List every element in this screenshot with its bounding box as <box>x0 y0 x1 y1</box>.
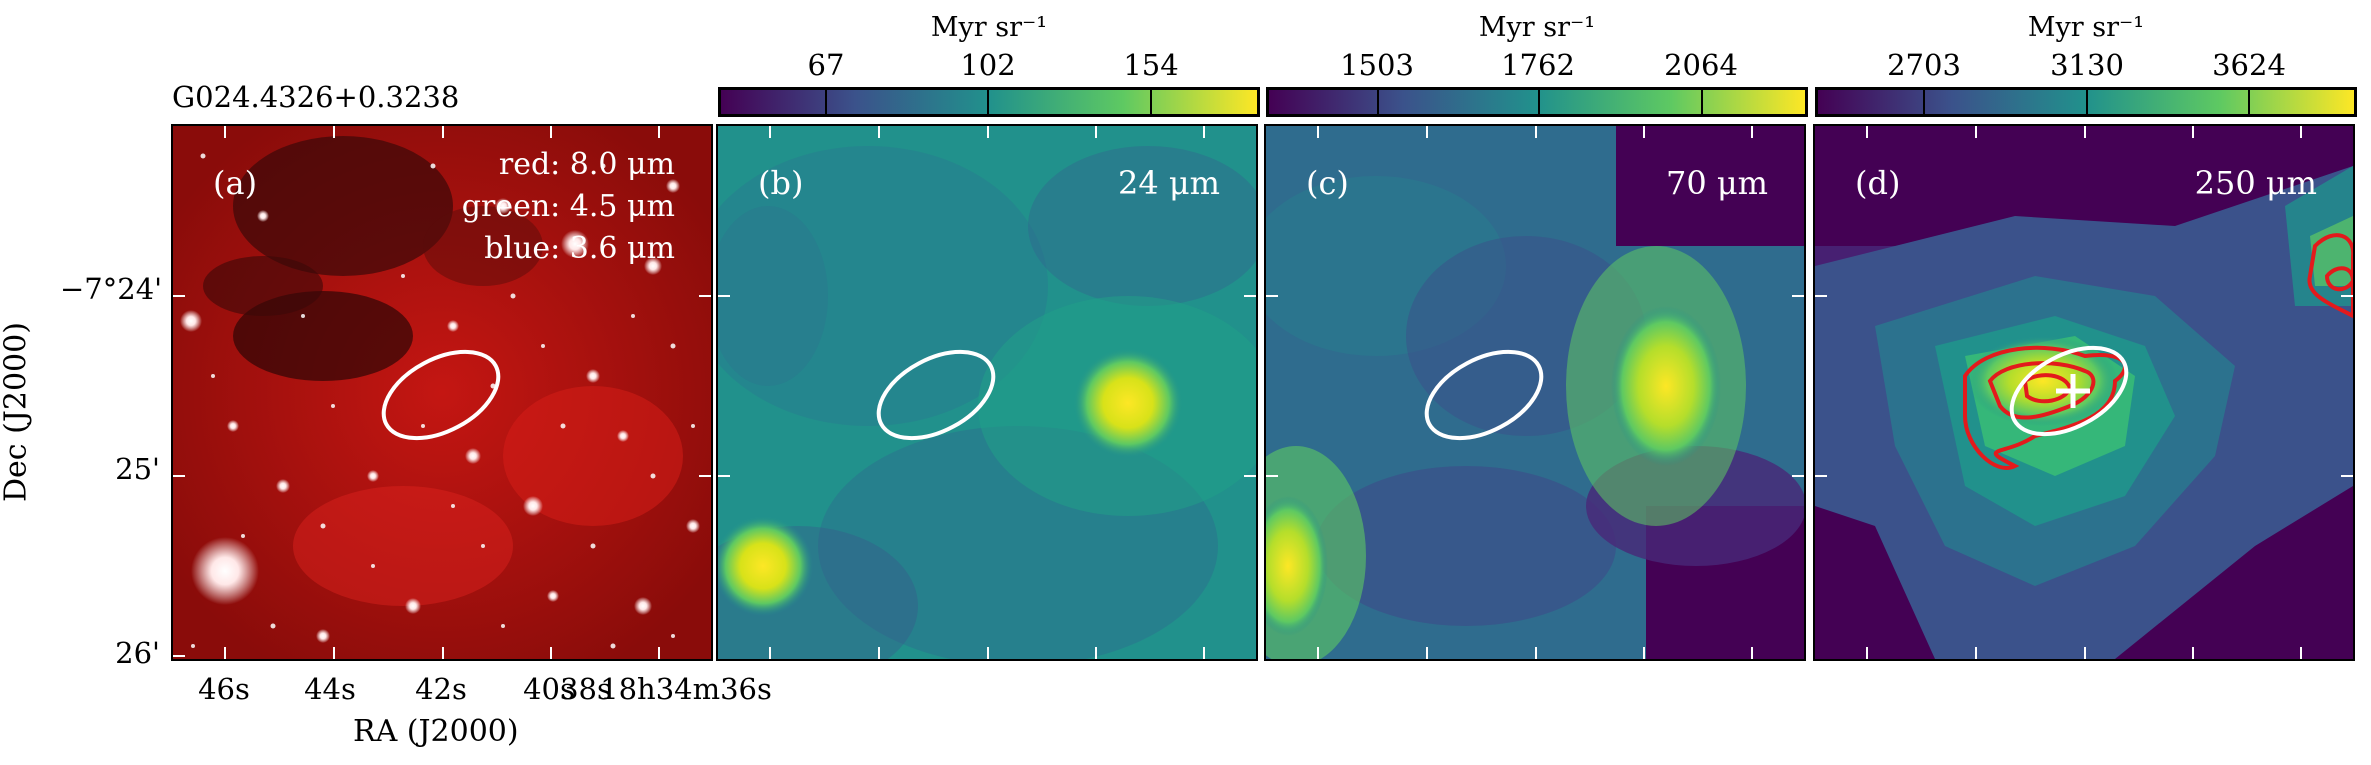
colorbar-tick: 102 <box>960 48 1016 82</box>
x-tick-label: 18h34m36s <box>600 672 772 706</box>
colorbar-gradient <box>718 87 1260 117</box>
x-tick-label: 42s <box>415 672 467 706</box>
colorbar-tick: 154 <box>1123 48 1179 82</box>
beam-ellipse <box>2009 345 2129 437</box>
beam-ellipse <box>1424 349 1544 441</box>
x-axis-title: RA (J2000) <box>353 714 519 749</box>
colorbar-gradient <box>1815 87 2357 117</box>
rgb-line-red: red: 8.0 μm <box>498 147 675 182</box>
panel-a-rgb-image: (a) red: 8.0 μm green: 4.5 μm blue: 3.6 … <box>171 124 713 661</box>
panel-label: (c) <box>1306 164 1349 202</box>
rgb-line-blue: blue: 3.6 μm <box>484 231 675 266</box>
colorbar-tick: 1503 <box>1340 48 1414 82</box>
x-tick-label: 44s <box>304 672 356 706</box>
rgb-line-green: green: 4.5 μm <box>461 189 675 224</box>
panel-c-70um-image: (c) 70 μm <box>1264 124 1806 661</box>
y-tick-label: 26' <box>115 636 160 670</box>
colorbar-tick: 67 <box>807 48 845 82</box>
y-axis-title-text: Dec (J2000) <box>0 322 34 502</box>
colorbar-unit: Myr sr⁻¹ <box>930 12 1048 43</box>
contour-lines <box>1963 233 2353 470</box>
x-tick-label: 40s <box>523 672 575 706</box>
wavelength-label: 70 μm <box>1665 164 1768 202</box>
y-axis-title: Dec (J2000) <box>0 232 34 502</box>
colorbar-tick: 2064 <box>1664 48 1738 82</box>
source-name: G024.4326+0.3238 <box>172 80 460 114</box>
colorbar-tick: 3624 <box>2212 48 2286 82</box>
panel-d-250um-image: (d) 250 μm <box>1813 124 2355 661</box>
x-tick-label: 38s <box>560 672 612 706</box>
beam-ellipse <box>876 349 996 441</box>
wavelength-label: 24 μm <box>1117 164 1220 202</box>
panel-b-24um-image: (b) 24 μm <box>716 124 1258 661</box>
wavelength-label: 250 μm <box>2194 164 2317 202</box>
panel-label: (d) <box>1855 164 1901 202</box>
colorbar-unit: Myr sr⁻¹ <box>1478 12 1596 43</box>
y-tick-label: −7°24' <box>60 272 163 306</box>
y-tick-label: 25' <box>115 452 160 486</box>
panel-label: (a) <box>213 164 258 202</box>
peak-cross-marker <box>2056 374 2090 408</box>
rgb-legend: red: 8.0 μm green: 4.5 μm blue: 3.6 μm <box>462 144 675 270</box>
x-tick-label: 46s <box>198 672 250 706</box>
colorbar-unit: Myr sr⁻¹ <box>2027 12 2145 43</box>
beam-ellipse <box>381 349 501 441</box>
colorbar-tick: 1762 <box>1501 48 1575 82</box>
colorbar-gradient <box>1266 87 1808 117</box>
panel-label: (b) <box>758 164 804 202</box>
colorbar-tick: 2703 <box>1887 48 1961 82</box>
colorbar-tick: 3130 <box>2050 48 2124 82</box>
